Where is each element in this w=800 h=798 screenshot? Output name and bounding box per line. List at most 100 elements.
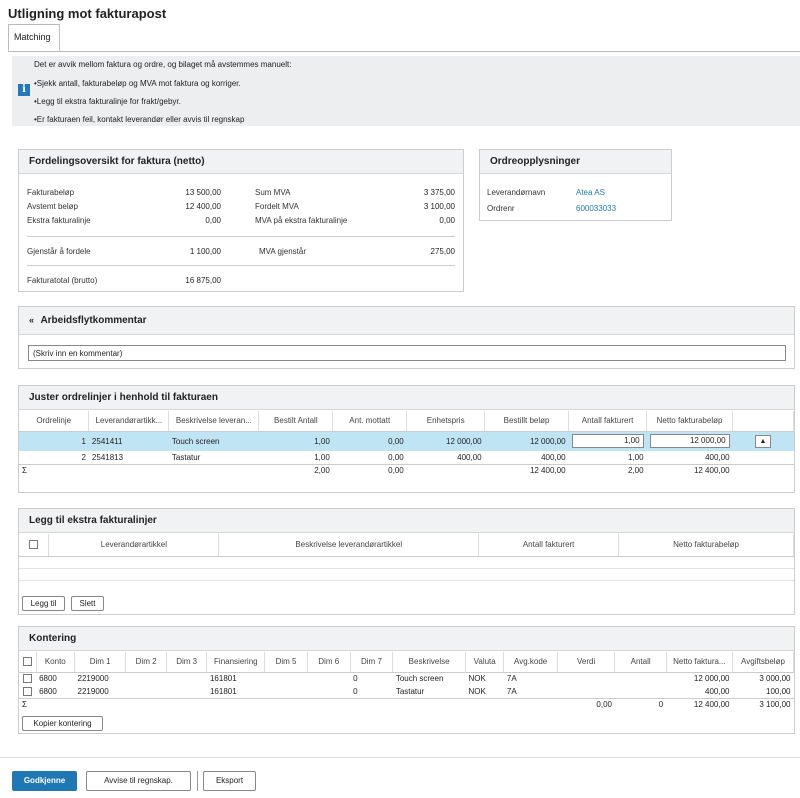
info-line-2: •Sjekk antall, fakturabeløp og MVA mot f… <box>34 79 241 88</box>
reject-to-accounting-button[interactable]: Avvise til regnskap. <box>86 771 191 791</box>
col-dim1[interactable]: Dim 1 <box>74 652 127 673</box>
remaining-vat-label: MVA gjenstår <box>259 247 306 256</box>
col-invoiced-qty[interactable]: Antall fakturert <box>568 411 648 432</box>
col-dim7[interactable]: Dim 7 <box>350 652 394 673</box>
tax-code-cell: 7A <box>506 686 517 696</box>
info-line-4: •Er fakturaen feil, kontakt leverandør e… <box>34 115 245 124</box>
select-all-checkbox[interactable] <box>29 540 39 550</box>
workflow-comment-panel: « Arbeidsflytkommentar (Skriv inn en kom… <box>18 306 795 369</box>
sum-tax-amount: 3 100,00 <box>759 700 791 710</box>
col-tax-amount[interactable]: Avgiftsbeløp <box>732 652 795 673</box>
col-received-qty[interactable]: Ant. mottatt <box>332 411 408 432</box>
distributed-vat-label: Fordelt MVA <box>255 202 299 211</box>
currency-cell: NOK <box>468 686 486 696</box>
sum-symbol: Σ <box>22 700 27 710</box>
table-row[interactable]: 6800 2219000 161801 0 Touch screen NOK 7… <box>19 672 794 685</box>
info-line-1: Det er avvik mellom faktura og ordre, og… <box>34 60 292 69</box>
comment-input[interactable]: (Skriv inn en kommentar) <box>28 345 786 361</box>
invoice-total-value: 16 875,00 <box>185 276 221 285</box>
divider <box>27 236 455 237</box>
posting-panel: Kontering Konto Dim 1 Dim 2 Dim 3 Finans… <box>18 626 795 734</box>
remaining-value: 1 100,00 <box>189 247 221 256</box>
col-supplier-article[interactable]: Leverandørartikk... <box>88 411 170 432</box>
add-line-button[interactable]: Legg til <box>22 596 65 611</box>
article-cell: 2541411 <box>88 431 169 451</box>
col-dim3[interactable]: Dim 3 <box>166 652 208 673</box>
col-financing[interactable]: Finansiering <box>206 652 266 673</box>
copy-posting-button[interactable]: Kopier kontering <box>22 716 103 731</box>
page-title: Utligning mot fakturapost <box>8 6 167 21</box>
select-all-checkbox[interactable] <box>22 657 32 667</box>
net-invoice-cell: 12 000,00 <box>693 674 730 684</box>
sum-invoiced-qty: 2,00 <box>627 466 644 476</box>
expand-row-button[interactable]: ▲ <box>755 434 772 448</box>
tab-matching[interactable]: Matching <box>8 24 60 51</box>
sum-row: Σ 0,00 0 12 400,00 3 100,00 <box>19 698 794 711</box>
extra-vat-label: MVA på ekstra fakturalinje <box>255 216 348 225</box>
col-supplier-article[interactable]: Leverandørartikkel <box>48 534 220 557</box>
description-cell: Touch screen <box>168 431 259 451</box>
supplier-link[interactable]: Atea AS <box>576 188 605 197</box>
divider <box>27 265 455 266</box>
adjust-lines-panel: Juster ordrelinjer i henhold til faktura… <box>18 385 795 493</box>
col-description[interactable]: Beskrivelse leveran... <box>168 411 260 432</box>
account-cell: 6800 <box>39 674 57 684</box>
col-dim5[interactable]: Dim 5 <box>264 652 308 673</box>
delete-line-button[interactable]: Slett <box>71 596 104 611</box>
collapse-icon[interactable]: « <box>29 315 35 325</box>
col-ordered-amount[interactable]: Bestillt beløp <box>484 411 570 432</box>
col-net-invoice-amount[interactable]: Netto fakturabeløp <box>618 534 794 557</box>
col-dim2[interactable]: Dim 2 <box>125 652 167 673</box>
remaining-label: Gjenstår å fordele <box>27 247 91 256</box>
tax-code-cell: 7A <box>506 674 517 684</box>
col-quantity[interactable]: Antall <box>614 652 667 673</box>
dim1-cell: 2219000 <box>77 686 109 696</box>
col-net-invoice[interactable]: Netto faktura... <box>666 652 733 673</box>
invoice-amount-value: 13 500,00 <box>185 188 221 197</box>
col-invoiced-qty[interactable]: Antall fakturert <box>478 534 620 557</box>
sum-ordered-qty: 2,00 <box>314 466 330 476</box>
col-order-line[interactable]: Ordrelinje <box>19 411 90 432</box>
info-icon: i <box>18 84 30 96</box>
description-cell: Touch screen <box>395 674 444 684</box>
currency-cell: NOK <box>468 674 486 684</box>
export-button[interactable]: Eksport <box>203 771 256 791</box>
posting-title: Kontering <box>19 627 794 651</box>
supplier-label: Leverandørnavn <box>487 188 546 197</box>
col-supplier-description[interactable]: Beskrivelse leverandørartikkel <box>218 534 480 557</box>
extra-lines-title: Legg til ekstra fakturalinjer <box>19 509 794 533</box>
col-dim6[interactable]: Dim 6 <box>307 652 351 673</box>
table-row[interactable]: 6800 2219000 161801 0 Tastatur NOK 7A 40… <box>19 685 794 698</box>
net-invoice-amount-input[interactable]: 12 000,00 <box>649 434 730 449</box>
col-net-invoice-amount[interactable]: Netto fakturabeløp <box>646 411 734 432</box>
table-row[interactable]: 2 2541813 Tastatur 1,00 0,00 400,00 400,… <box>19 451 794 464</box>
order-number-label: Ordrenr <box>487 204 515 213</box>
col-description[interactable]: Beskrivelse <box>392 652 466 673</box>
extra-vat-value: 0,00 <box>439 216 455 225</box>
sum-vat-value: 3 375,00 <box>423 188 455 197</box>
row-checkbox[interactable] <box>23 674 33 684</box>
sum-ordered-amount: 12 400,00 <box>529 466 566 476</box>
distribution-title: Fordelingsoversikt for faktura (netto) <box>19 150 463 174</box>
col-actions <box>732 411 794 432</box>
table-row[interactable]: 1 2541411 Touch screen 1,00 0,00 12 000,… <box>19 431 794 451</box>
net-invoice-amount-cell: 400,00 <box>705 452 730 462</box>
workflow-comment-header[interactable]: « Arbeidsflytkommentar <box>19 307 794 335</box>
empty-row-divider <box>19 568 794 569</box>
col-unit-price[interactable]: Enhetspris <box>406 411 486 432</box>
col-tax-code[interactable]: Avg.kode <box>503 652 558 673</box>
extra-line-label: Ekstra fakturalinje <box>27 216 91 225</box>
order-number-link[interactable]: 600033033 <box>576 204 617 213</box>
row-checkbox[interactable] <box>23 686 33 696</box>
col-ordered-qty[interactable]: Bestilt Antall <box>258 411 334 432</box>
distributed-vat-value: 3 100,00 <box>423 202 455 211</box>
invoiced-qty-input[interactable]: 1,00 <box>571 434 644 449</box>
approve-button[interactable]: Godkjenne <box>12 771 77 791</box>
col-currency[interactable]: Valuta <box>465 652 505 673</box>
description-cell: Tastatur <box>395 686 425 696</box>
sum-net-invoice: 12 400,00 <box>693 700 730 710</box>
article-cell: 2541813 <box>91 452 124 462</box>
col-account[interactable]: Konto <box>36 652 76 673</box>
col-value[interactable]: Verdi <box>557 652 616 673</box>
matched-amount-value: 12 400,00 <box>185 202 221 211</box>
